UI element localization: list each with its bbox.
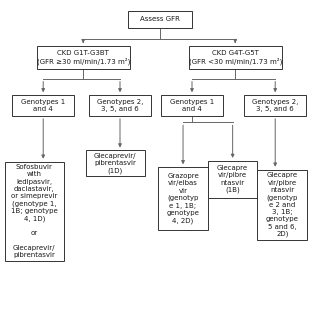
Text: Genotypes 2,
3, 5, and 6: Genotypes 2, 3, 5, and 6 (97, 99, 143, 112)
FancyBboxPatch shape (89, 95, 151, 116)
Text: CKD G4T-G5T
(GFR <30 ml/min/1.73 m²): CKD G4T-G5T (GFR <30 ml/min/1.73 m²) (188, 50, 282, 65)
FancyBboxPatch shape (189, 46, 282, 69)
FancyBboxPatch shape (4, 162, 64, 261)
Text: Glecapre
vir/pibre
ntasvir
(1B): Glecapre vir/pibre ntasvir (1B) (217, 165, 248, 193)
Text: Assess GFR: Assess GFR (140, 16, 180, 22)
FancyBboxPatch shape (208, 161, 257, 197)
FancyBboxPatch shape (161, 95, 223, 116)
Text: Grazopre
vir/elbas
vir
(genotyp
e 1, 1B;
genotype
4, 2D): Grazopre vir/elbas vir (genotyp e 1, 1B;… (167, 173, 199, 224)
FancyBboxPatch shape (37, 46, 130, 69)
FancyBboxPatch shape (128, 11, 192, 28)
FancyBboxPatch shape (257, 170, 307, 240)
Text: Genotypes 2,
3, 5, and 6: Genotypes 2, 3, 5, and 6 (252, 99, 298, 112)
Text: Genotypes 1
and 4: Genotypes 1 and 4 (21, 99, 65, 112)
Text: CKD G1T-G3BT
(GFR ≥30 ml/min/1.73 m²): CKD G1T-G3BT (GFR ≥30 ml/min/1.73 m²) (36, 50, 130, 65)
FancyBboxPatch shape (86, 150, 145, 176)
FancyBboxPatch shape (12, 95, 75, 116)
FancyBboxPatch shape (158, 167, 208, 230)
Text: Glecapre
vir/pibre
ntasvir
(genotyp
e 2 and
3, 1B;
genotype
5 and 6,
2D): Glecapre vir/pibre ntasvir (genotyp e 2 … (266, 172, 299, 237)
FancyBboxPatch shape (244, 95, 307, 116)
Text: Glecaprevir/
pibrentasvir
(1D): Glecaprevir/ pibrentasvir (1D) (94, 153, 136, 174)
Text: Genotypes 1
and 4: Genotypes 1 and 4 (170, 99, 214, 112)
Text: Sofosbuvir
with
ledipasvir,
daclastavir,
or simeprevir
(genotype 1,
1B; genotype: Sofosbuvir with ledipasvir, daclastavir,… (11, 164, 58, 258)
